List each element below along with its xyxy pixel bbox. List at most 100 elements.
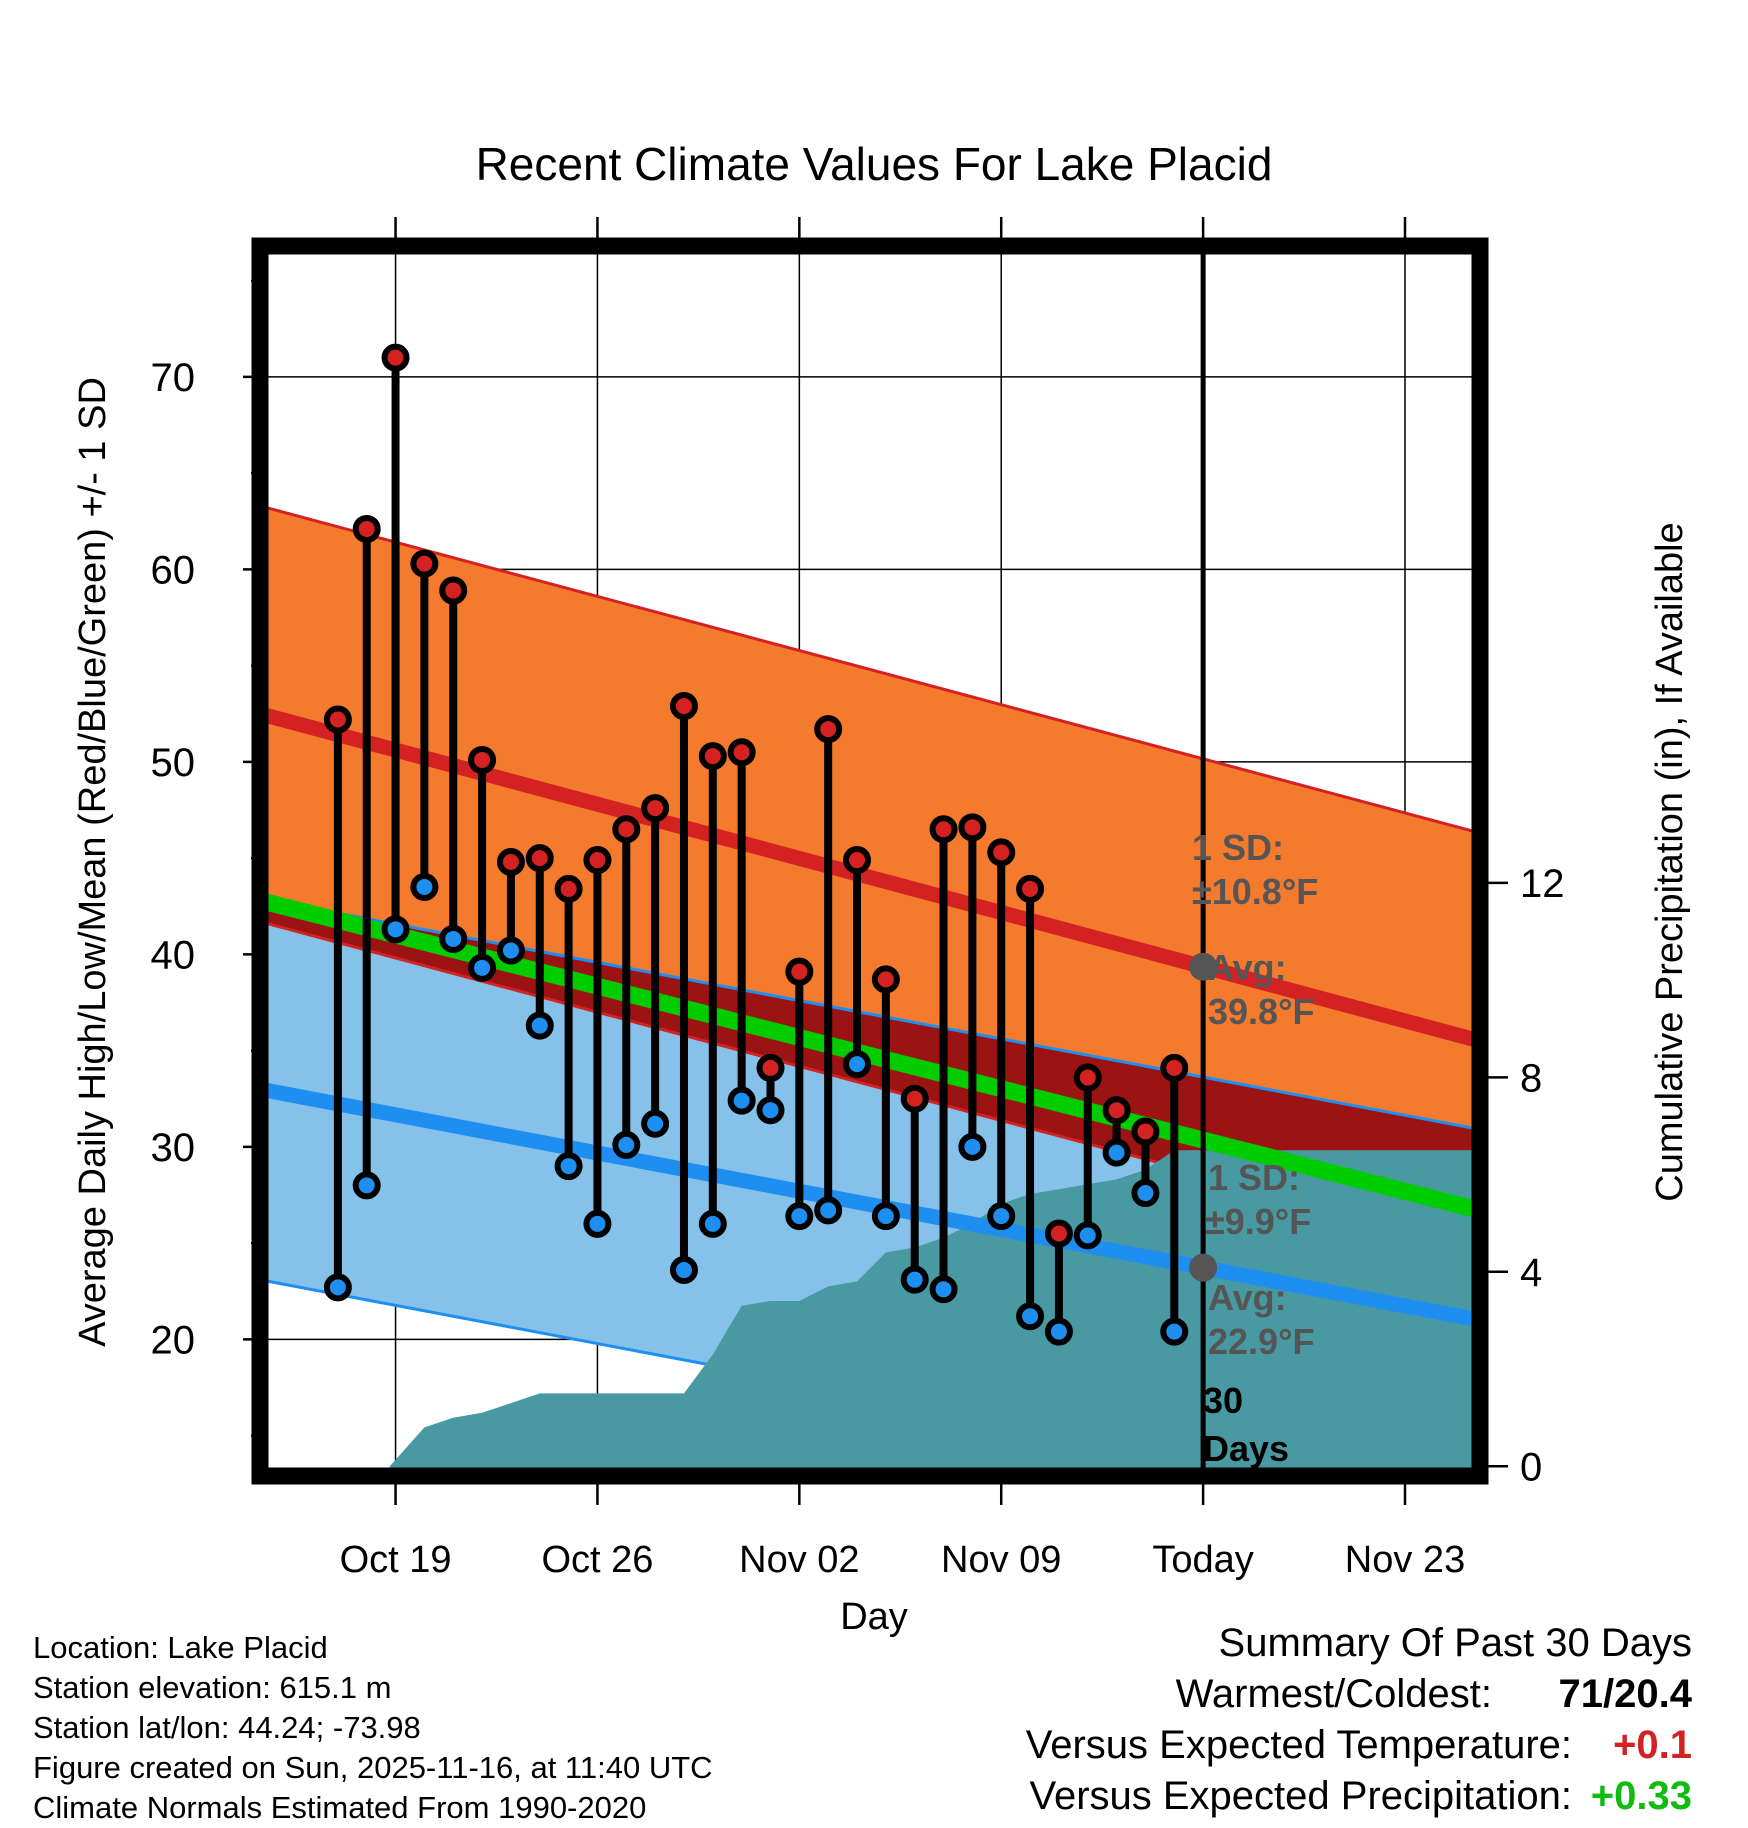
- day-range: [381, 343, 410, 944]
- normal-mean-line: [260, 892, 1480, 1219]
- normal-low-line: [260, 1081, 1480, 1328]
- day-range: [1073, 1063, 1102, 1250]
- high-dot: [496, 847, 525, 876]
- low-dot: [669, 1256, 698, 1285]
- low-dot: [900, 1265, 929, 1294]
- low-dot: [1016, 1302, 1045, 1331]
- low-dot: [439, 924, 468, 953]
- temp-anomaly-label: Versus Expected Temperature:: [1025, 1723, 1572, 1767]
- high-dot: [468, 745, 497, 774]
- y2-tick-label: 4: [1520, 1251, 1542, 1295]
- day-range: [756, 1053, 785, 1125]
- y2-tick-label: 0: [1520, 1445, 1542, 1489]
- day-range: [612, 815, 641, 1159]
- day-range: [1016, 874, 1045, 1331]
- high-dot: [669, 692, 698, 721]
- tick-labels: 20 30 40 50 60 70 0 4 8 12 Oct 19 Oct 26 Nov 02 Nov 0…: [151, 356, 1565, 1581]
- day-range: [1102, 1096, 1131, 1167]
- high-sd-label: 1 SD:: [1192, 827, 1284, 868]
- warmest-value: 71/20.4: [1558, 1672, 1692, 1716]
- day-range: [900, 1084, 929, 1294]
- high-dot: [987, 838, 1016, 867]
- y2-tick-label: 12: [1520, 862, 1565, 906]
- low-dot: [1160, 1317, 1189, 1346]
- low-dot: [987, 1202, 1016, 1231]
- high-dot: [525, 844, 554, 873]
- y-tick-label: 70: [151, 356, 196, 400]
- low-dot: [814, 1196, 843, 1225]
- low-dot: [756, 1096, 785, 1125]
- avg-low-marker: [1189, 1253, 1218, 1282]
- low-dot: [468, 953, 497, 982]
- y2-tick-label: 8: [1520, 1056, 1542, 1100]
- x-tick-label: Oct 26: [541, 1539, 653, 1581]
- day-range: [669, 692, 698, 1285]
- low-dot: [1073, 1221, 1102, 1250]
- low-dot: [583, 1209, 612, 1238]
- y2-axis-label: Cumulative Precipitation (in), If Availa…: [1649, 522, 1691, 1201]
- normal-high-line: [260, 706, 1480, 1049]
- summary-panel: Summary Of Past 30 Days Warmest/Coldest:…: [1026, 1618, 1692, 1822]
- y-tick-label: 60: [151, 548, 196, 592]
- low-dot: [1044, 1317, 1073, 1346]
- high-avg-value: 39.8°F: [1208, 991, 1314, 1032]
- day-range: [958, 813, 987, 1161]
- low-dot: [496, 936, 525, 965]
- day-range: [929, 815, 958, 1304]
- low-dot: [323, 1273, 352, 1302]
- info-normals: Climate Normals Estimated From 1990-2020: [33, 1790, 647, 1825]
- low-dot: [525, 1011, 554, 1040]
- day-range: [785, 957, 814, 1231]
- low-dot: [698, 1209, 727, 1238]
- day-range: [1044, 1219, 1073, 1346]
- day-range: [1160, 1053, 1189, 1346]
- x-tick-label: Oct 19: [340, 1539, 452, 1581]
- day-range: [439, 576, 468, 953]
- high-dot: [554, 874, 583, 903]
- y-tick-label: 40: [151, 933, 196, 977]
- day-range: [583, 846, 612, 1238]
- day-range: [410, 549, 439, 901]
- day-range: [814, 715, 843, 1225]
- precip-anomaly-label: Versus Expected Precipitation:: [1029, 1774, 1572, 1818]
- day-range: [843, 846, 872, 1079]
- high-dot: [929, 815, 958, 844]
- low-avg-label: Avg:: [1208, 1277, 1287, 1318]
- high-avg-label: Avg:: [1208, 947, 1287, 988]
- day-range: [698, 742, 727, 1238]
- high-dot: [1131, 1117, 1160, 1146]
- precip-anomaly-value: +0.33: [1590, 1774, 1692, 1818]
- summary-warmest-row: Warmest/Coldest: 71/20.4: [1026, 1669, 1692, 1720]
- annotations: 1 SD: ±10.8°F Avg: 39.8°F 1 SD: ±9.9°F A…: [1192, 827, 1318, 1469]
- low-dot: [410, 872, 439, 901]
- low-dot: [785, 1202, 814, 1231]
- station-info: Location: Lake Placid Station elevation:…: [33, 1628, 713, 1828]
- day-range: [496, 847, 525, 965]
- x-tick-label: Nov 09: [941, 1539, 1061, 1581]
- y-tick-label: 30: [151, 1126, 196, 1170]
- low-dot: [554, 1152, 583, 1181]
- day-range: [871, 965, 900, 1231]
- high-dot: [814, 715, 843, 744]
- high-dot: [439, 576, 468, 605]
- high-dot: [843, 846, 872, 875]
- day-range: [1131, 1117, 1160, 1208]
- low-dot: [352, 1171, 381, 1200]
- warmest-label: Warmest/Coldest:: [1175, 1672, 1492, 1716]
- high-dot: [698, 742, 727, 771]
- low-dot: [612, 1130, 641, 1159]
- low-dot: [929, 1275, 958, 1304]
- precipitation-area: [389, 1150, 1480, 1476]
- low-dot: [727, 1086, 756, 1115]
- low-dot: [381, 915, 410, 944]
- low-dot: [1102, 1138, 1131, 1167]
- day-range: [525, 844, 554, 1040]
- day-range: [323, 705, 352, 1302]
- y-tick-label: 50: [151, 741, 196, 785]
- low-dot: [958, 1132, 987, 1161]
- high-sd-value: ±10.8°F: [1192, 871, 1318, 912]
- y-axis-label: Average Daily High/Low/Mean (Red/Blue/Gr…: [72, 377, 114, 1347]
- chart-title: Recent Climate Values For Lake Placid: [476, 138, 1273, 190]
- window-unit: Days: [1203, 1428, 1289, 1469]
